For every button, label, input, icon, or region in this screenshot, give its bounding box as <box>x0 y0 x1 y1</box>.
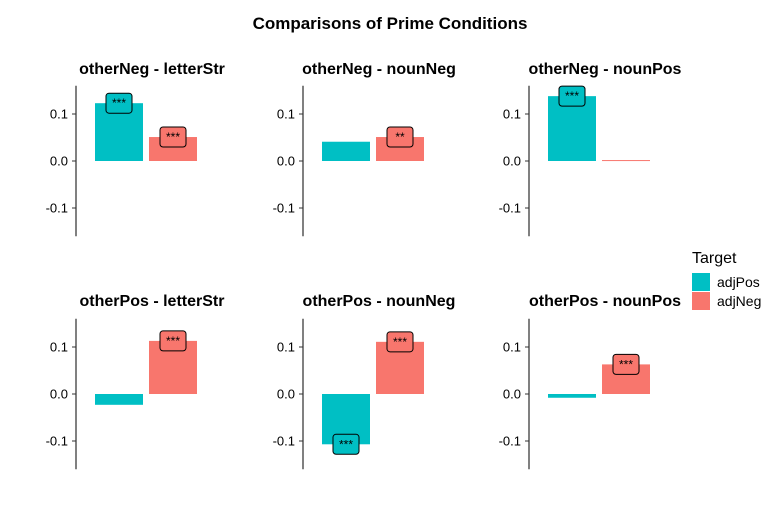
y-tick-label: 0.1 <box>50 340 68 355</box>
significance-box <box>105 92 133 114</box>
panel: otherPos - nounNeg 0.1 0.0 -0.1 *** *** <box>273 293 456 470</box>
y-tick-label: -0.1 <box>499 201 521 216</box>
y-tick-label: -0.1 <box>46 434 68 449</box>
panel-title: otherNeg - letterStr <box>79 61 225 78</box>
y-tick-label: -0.1 <box>273 201 295 216</box>
legend-label-adjpos: adjPos <box>717 274 760 290</box>
y-tick-label: 0.0 <box>277 154 295 169</box>
panel: otherNeg - nounPos 0.1 0.0 -0.1 *** <box>499 61 682 237</box>
y-tick-label: 0.1 <box>503 340 521 355</box>
legend-swatch-adjpos <box>692 273 710 291</box>
chart-title: Comparisons of Prime Conditions <box>253 14 528 33</box>
significance-label: *** <box>166 334 180 348</box>
y-tick-label: 0.0 <box>503 154 521 169</box>
significance-box <box>386 126 414 148</box>
significance-label: ** <box>395 130 405 144</box>
legend-label-adjneg: adjNeg <box>717 293 761 309</box>
panel: otherNeg - letterStr 0.1 0.0 -0.1 *** *** <box>46 61 225 237</box>
panel-title: otherNeg - nounNeg <box>302 61 456 78</box>
y-tick-label: -0.1 <box>499 434 521 449</box>
panel-title: otherPos - letterStr <box>80 293 225 310</box>
panel: otherPos - letterStr 0.1 0.0 -0.1 *** <box>46 293 225 470</box>
significance-label: *** <box>112 96 126 110</box>
y-tick-label: 0.1 <box>503 107 521 122</box>
significance-label: *** <box>619 357 633 371</box>
chart-legend: Target adjPos adjNeg <box>692 250 761 310</box>
bar-adjPos <box>322 141 370 161</box>
panel: otherNeg - nounNeg 0.1 0.0 -0.1 ** <box>273 61 456 237</box>
significance-box <box>159 126 187 148</box>
y-tick-label: 0.1 <box>277 340 295 355</box>
significance-box <box>612 353 640 375</box>
significance-box <box>332 433 360 455</box>
significance-box <box>386 331 414 353</box>
significance-label: *** <box>166 130 180 144</box>
y-tick-label: 0.1 <box>277 107 295 122</box>
y-tick-label: 0.0 <box>50 154 68 169</box>
significance-label: *** <box>393 335 407 349</box>
legend-swatch-adjneg <box>692 292 710 310</box>
panel: otherPos - nounPos 0.1 0.0 -0.1 *** <box>499 293 681 470</box>
significance-label: *** <box>565 89 579 103</box>
chart-panels: otherNeg - letterStr0.10.0-0.1******othe… <box>46 61 682 470</box>
panel-title: otherNeg - nounPos <box>529 61 682 78</box>
bar-adjPos <box>548 96 596 161</box>
panel-title: otherPos - nounNeg <box>303 293 456 310</box>
significance-box <box>558 85 586 107</box>
significance-box <box>159 330 187 352</box>
significance-label: *** <box>339 437 353 451</box>
y-tick-label: 0.0 <box>503 387 521 402</box>
legend-title: Target <box>692 250 737 267</box>
y-tick-label: 0.0 <box>50 387 68 402</box>
bar-adjNeg <box>602 160 650 162</box>
bar-adjPos <box>548 394 596 398</box>
panel-title: otherPos - nounPos <box>529 293 681 310</box>
bar-adjPos <box>95 394 143 405</box>
y-tick-label: -0.1 <box>46 201 68 216</box>
y-tick-label: 0.1 <box>50 107 68 122</box>
y-tick-label: 0.0 <box>277 387 295 402</box>
y-tick-label: -0.1 <box>273 434 295 449</box>
